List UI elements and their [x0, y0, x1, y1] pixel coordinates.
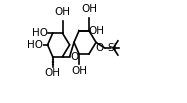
Text: O: O — [96, 43, 104, 53]
Text: Si: Si — [108, 43, 117, 53]
Text: O: O — [70, 52, 78, 62]
Text: HO: HO — [32, 28, 48, 38]
Text: OH: OH — [71, 66, 87, 76]
Text: OH: OH — [45, 68, 61, 78]
Text: OH: OH — [81, 4, 97, 14]
Text: OH: OH — [89, 26, 105, 36]
Text: OH: OH — [54, 7, 70, 17]
Text: HO: HO — [27, 40, 43, 50]
